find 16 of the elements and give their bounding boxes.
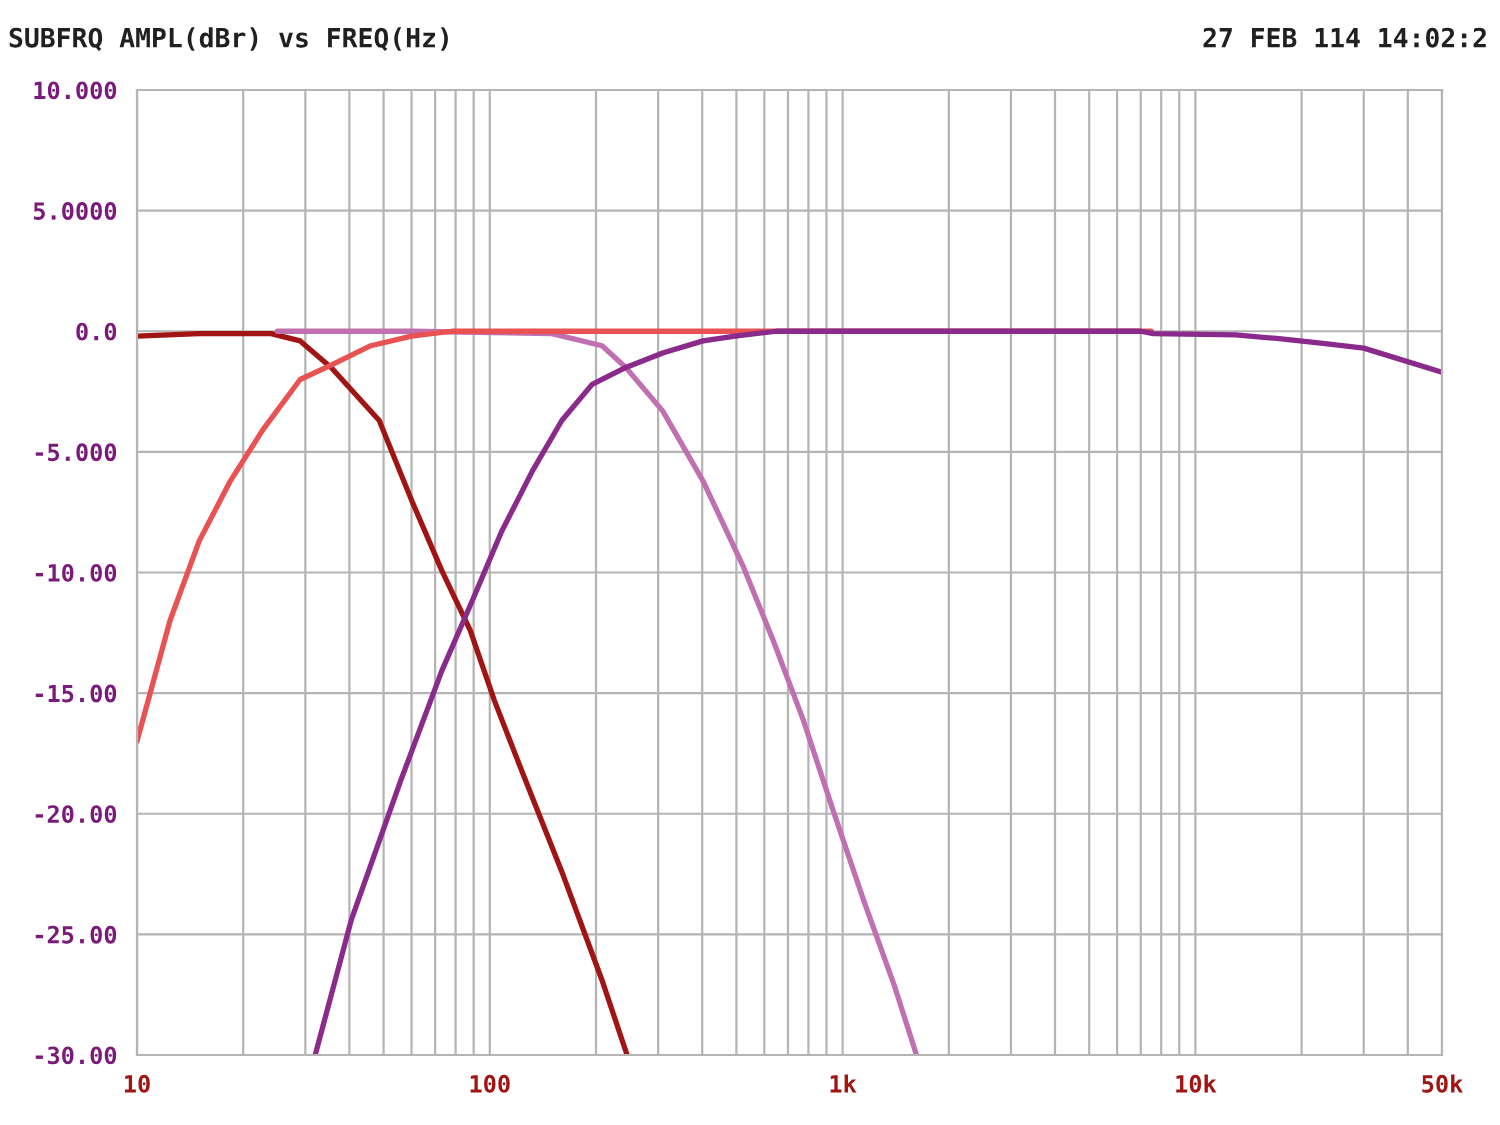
chart-title: SUBFRQ AMPL(dBr) vs FREQ(Hz) <box>9 27 448 51</box>
y-tick-label: 10.000 <box>34 81 117 100</box>
x-tick-label: 50k <box>1422 1074 1463 1093</box>
text: 27 FEB 114 14:02:2 <box>1203 27 1486 48</box>
x-tick-label: 100 <box>470 1074 510 1093</box>
x-tick-label: 1k <box>830 1074 857 1093</box>
y-tick-label: 0.0 <box>76 322 117 341</box>
y-tick-label: -20.00 <box>35 805 117 824</box>
y-tick-label: -25.00 <box>35 925 117 944</box>
y-tick-label: -30.00 <box>35 1046 117 1065</box>
y-tick-label: -10.00 <box>35 563 117 582</box>
y-tick-label: -15.00 <box>35 684 117 703</box>
x-tick-label: 10k <box>1176 1074 1217 1093</box>
y-tick-label: -5.000 <box>35 443 117 462</box>
x-tick-label: 10 <box>124 1074 150 1093</box>
y-tick-label: 5.0000 <box>33 202 117 220</box>
